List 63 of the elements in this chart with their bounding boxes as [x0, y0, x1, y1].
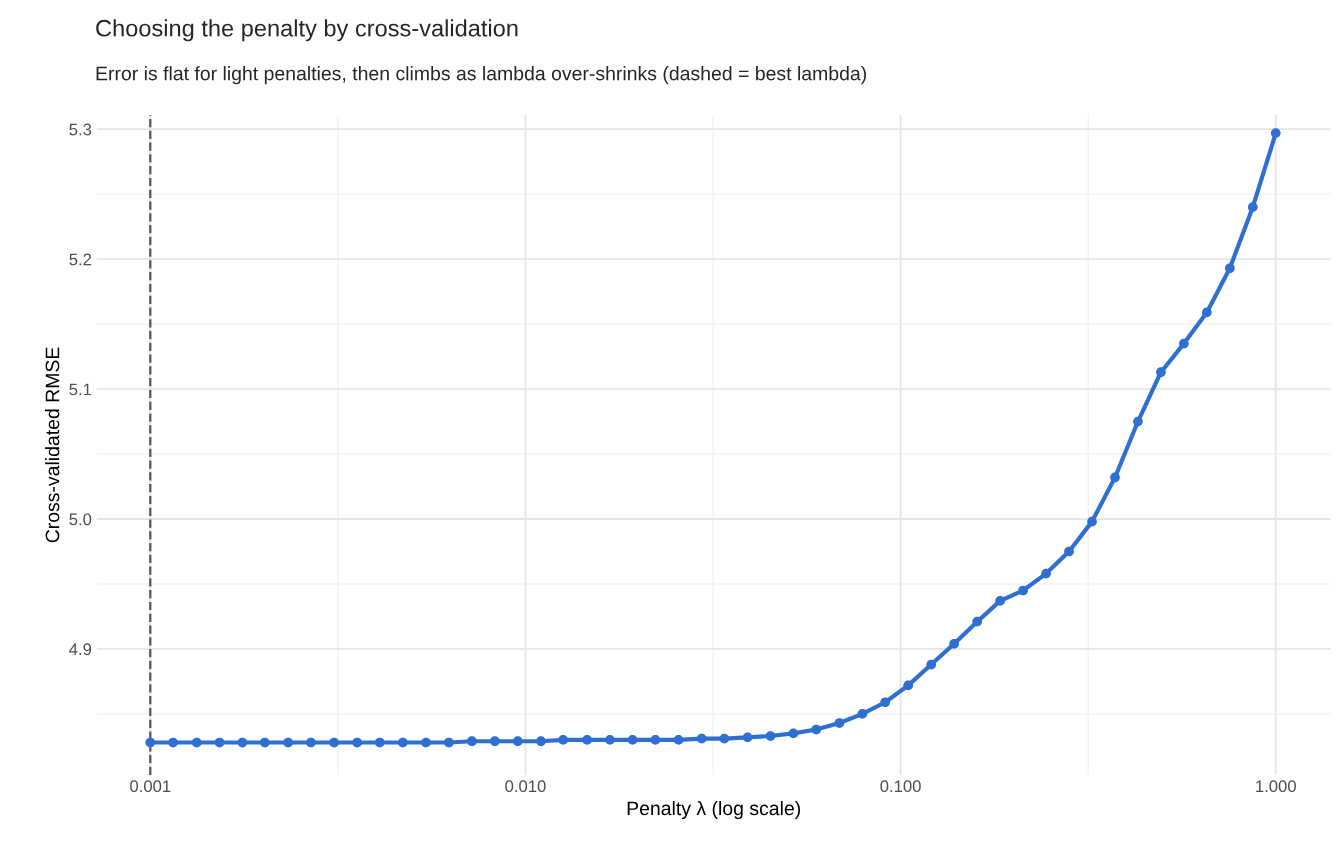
point	[1110, 472, 1120, 483]
point	[1247, 202, 1258, 213]
point	[352, 737, 363, 748]
point	[1087, 516, 1097, 527]
point	[582, 735, 592, 745]
point	[903, 680, 914, 691]
point	[1064, 546, 1074, 557]
point	[168, 737, 178, 748]
point	[259, 737, 270, 748]
point	[306, 737, 316, 748]
point	[1270, 128, 1281, 138]
y-tick-label: 4.9	[69, 643, 92, 656]
point	[857, 709, 868, 719]
y-tick-label: 5.0	[69, 513, 92, 526]
point	[1156, 367, 1166, 378]
point	[1179, 338, 1189, 349]
point	[1018, 585, 1028, 596]
point	[765, 731, 776, 741]
x-axis-title: Penalty λ (log scale)	[627, 800, 800, 820]
point	[329, 737, 339, 748]
point	[834, 718, 845, 728]
point	[926, 659, 937, 670]
point	[1133, 416, 1143, 427]
point	[972, 616, 983, 627]
point	[490, 736, 500, 747]
point	[421, 737, 431, 748]
point	[444, 737, 454, 748]
point	[512, 736, 523, 747]
point	[397, 737, 408, 748]
point	[719, 733, 730, 744]
point	[995, 596, 1005, 606]
point	[283, 737, 293, 748]
point	[788, 728, 799, 739]
point	[880, 697, 891, 708]
point	[536, 736, 546, 747]
point	[374, 737, 385, 748]
point	[650, 735, 661, 745]
point	[811, 724, 822, 735]
point	[1041, 568, 1051, 579]
x-tick-label: 0.100	[880, 780, 921, 793]
point	[696, 733, 707, 744]
x-tick-label: 1.000	[1256, 780, 1296, 793]
point	[949, 638, 959, 649]
point	[673, 735, 684, 745]
point	[558, 735, 568, 745]
y-tick-label: 5.3	[69, 123, 92, 136]
point	[145, 737, 156, 748]
point	[627, 735, 638, 745]
y-axis-title: Cross-validated RMSE	[45, 347, 60, 543]
x-tick-label: 0.001	[130, 780, 171, 793]
point	[1224, 263, 1235, 274]
point	[467, 736, 477, 747]
point	[1201, 307, 1212, 318]
chart-title: Choosing the penalty by cross-validation	[96, 19, 518, 42]
y-tick-label: 5.2	[69, 253, 92, 266]
point	[742, 732, 753, 743]
point	[191, 737, 202, 748]
x-tick-label: 0.010	[505, 780, 546, 793]
chart-subtitle: Error is flat for light penalties, then climbs as lambda over-shrinks (dashed = best lambda)	[96, 66, 866, 85]
y-tick-label: 5.1	[69, 383, 92, 396]
point	[237, 737, 248, 748]
point	[214, 737, 225, 748]
point	[605, 735, 615, 745]
